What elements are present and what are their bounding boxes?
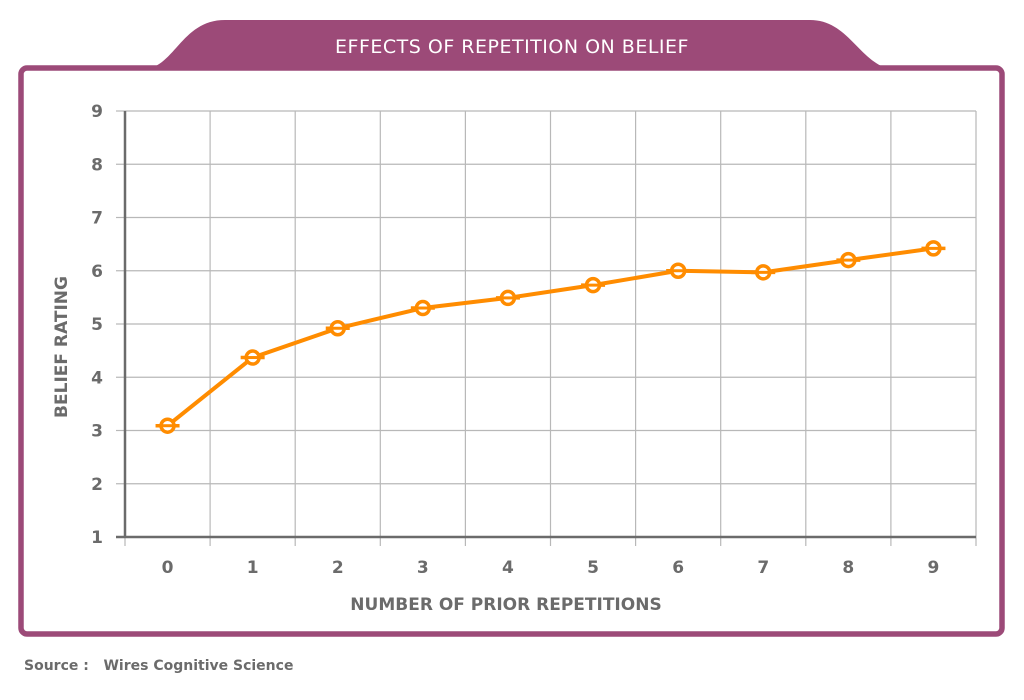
y-tick-labels: 1 2 3 4 5 6 7 8 9 [91,102,103,548]
y-tick-label: 7 [91,209,103,229]
x-tick-label: 6 [672,558,684,578]
data-point [410,299,435,317]
source-note: Source : Wires Cognitive Science [24,658,293,674]
axes [116,110,977,546]
x-tick-label: 0 [162,558,174,578]
chart-title: EFFECTS OF REPETITION ON BELIEF [335,36,689,58]
data-point [666,262,691,279]
y-tick-label: 2 [91,475,103,495]
data-point [325,320,350,337]
source-label: Source [24,658,79,674]
gridlines [125,110,977,537]
x-tick-label: 2 [332,558,344,578]
data-point [581,276,606,294]
x-tick-label: 5 [587,558,599,578]
x-tick-label: 7 [757,558,769,578]
x-tick-label: 4 [502,558,514,578]
y-axis-title: BELIEF RATING [52,276,72,418]
x-tick-label: 9 [928,558,940,578]
y-tick-label: 6 [91,262,103,282]
y-tick-label: 9 [91,102,103,122]
data-point [155,417,180,434]
data-point [495,289,520,307]
data-point [751,264,776,281]
x-axis-title: NUMBER OF PRIOR REPETITIONS [350,595,661,615]
chart-frame [18,65,1005,637]
x-tick-labels: 0 1 2 3 4 5 6 7 8 9 [162,558,940,578]
x-tick-label: 1 [247,558,259,578]
series-line [166,246,934,428]
y-tick-label: 3 [91,422,103,442]
y-tick-label: 4 [91,368,103,388]
y-tick-label: 5 [91,315,103,335]
series-belief-rating [155,240,946,434]
y-tick-label: 8 [91,155,103,175]
x-tick-label: 8 [842,558,854,578]
data-point [240,349,265,366]
source-separator: : [83,658,89,674]
data-point [836,251,861,269]
x-tick-label: 3 [417,558,429,578]
data-point [921,240,946,257]
title-banner [140,20,895,70]
y-tick-label: 1 [91,528,103,548]
source-value: Wires Cognitive Science [103,658,294,674]
